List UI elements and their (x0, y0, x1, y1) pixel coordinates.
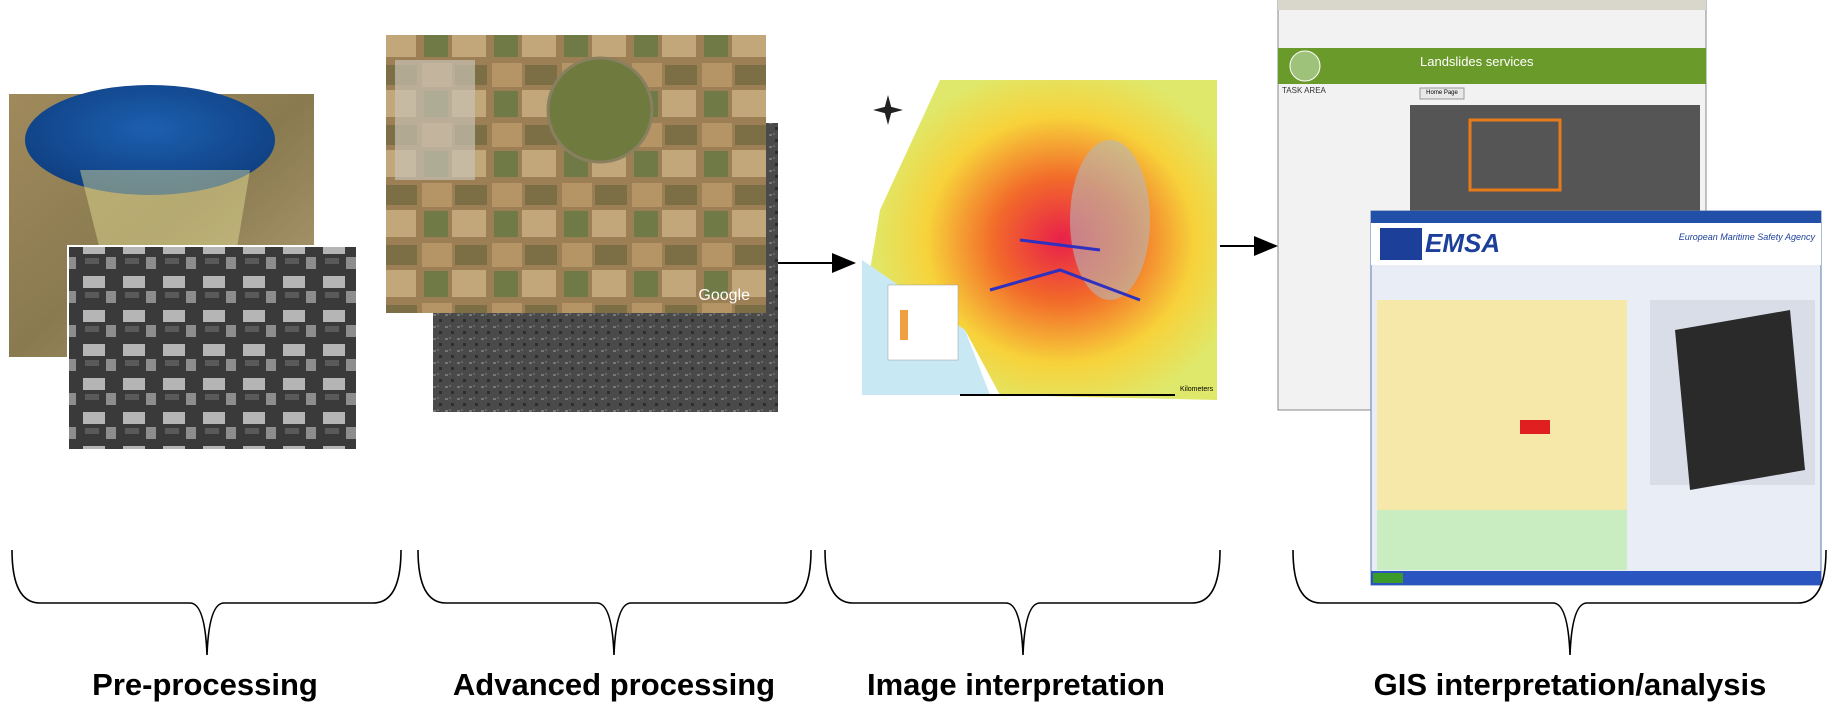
landslide-outline (1468, 118, 1562, 192)
emsa-header (1371, 223, 1821, 265)
sar-scene (1675, 310, 1805, 490)
brace (11, 549, 402, 656)
title-bar (1278, 0, 1706, 10)
urban-area (395, 60, 475, 180)
alert-cell (1520, 420, 1550, 434)
home-label: Home Page (1426, 90, 1458, 96)
circular-field (546, 56, 654, 164)
brace (824, 549, 1221, 656)
emsa-tagline: European Maritime Safety Agency (1679, 232, 1816, 242)
relief (1070, 140, 1150, 300)
start-button[interactable] (1373, 573, 1403, 583)
records-table-ordered (1377, 510, 1627, 570)
gis-screenshots: Landslides services TASK AREA Home Page … (1277, 0, 1822, 586)
lake (25, 85, 275, 195)
sar-image (67, 245, 358, 451)
site-title: Landslides services (1420, 54, 1534, 69)
site-banner (1278, 48, 1706, 84)
taskbar (1371, 571, 1821, 585)
pre-processing-images (9, 85, 358, 451)
panel-title: TASK AREA (1282, 86, 1327, 95)
legend-colorbar (900, 310, 908, 340)
legend-box (887, 284, 959, 361)
emsa-logo: EMSA (1425, 228, 1500, 258)
brace (1292, 549, 1827, 656)
stage-label: Pre-processing (92, 667, 318, 702)
interpretation-map: Kilometers (860, 76, 1217, 404)
gps-vectors (989, 238, 1141, 302)
stage-label: Advanced processing (453, 667, 775, 702)
scale-unit: Kilometers (1180, 386, 1214, 393)
stage-label: GIS interpretation/analysis (1374, 667, 1767, 702)
logo (1289, 50, 1321, 82)
advanced-processing-images: Google (386, 35, 778, 412)
eu-flag (1380, 228, 1422, 260)
north-arrow (873, 95, 903, 125)
stage-label: Image interpretation (867, 667, 1165, 702)
watermark: Google (698, 287, 750, 304)
brace (417, 549, 812, 656)
title-bar (1371, 211, 1821, 223)
home-button[interactable] (1419, 87, 1465, 100)
